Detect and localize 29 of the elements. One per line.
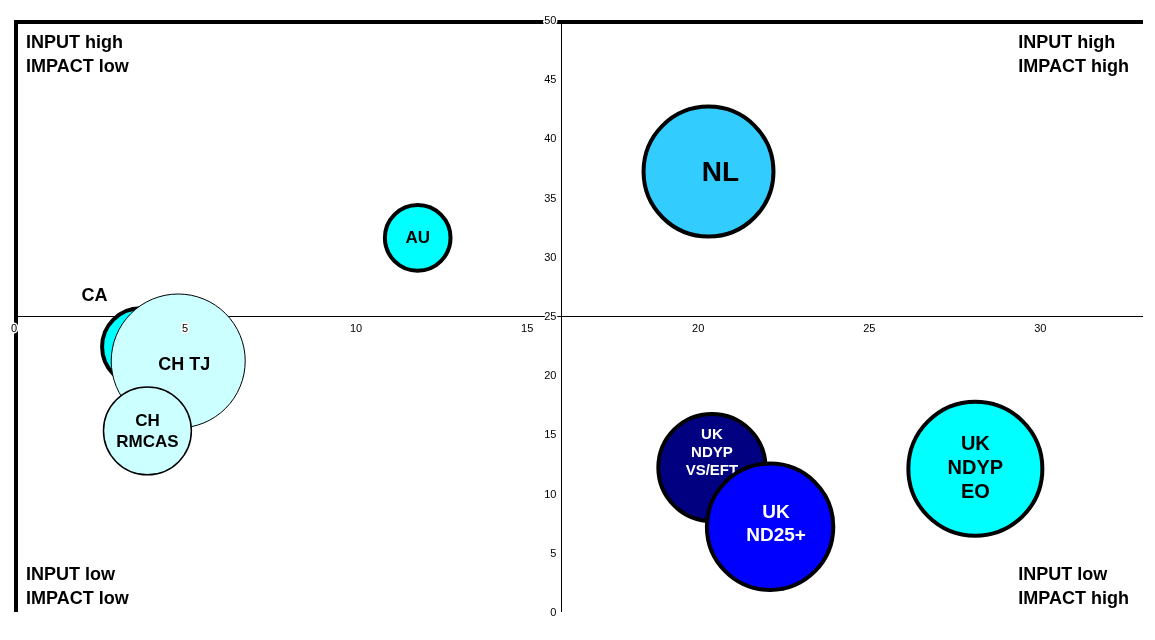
annotation: INPUT low IMPACT high: [1018, 563, 1129, 610]
series-label: NL: [701, 156, 740, 188]
y-tick-label: 45: [544, 73, 557, 86]
y-tick-label: 5: [550, 546, 557, 559]
x-tick-label: 20: [692, 322, 705, 334]
x-tick-label: 10: [350, 322, 363, 334]
x-tick-label: 25: [863, 322, 876, 334]
series-label: UK NDYP EO: [947, 431, 1004, 502]
y-tick-label: 15: [544, 428, 557, 441]
x-tick-label: 15: [521, 322, 534, 334]
y-tick-label: 10: [544, 487, 557, 500]
series-label: AU: [405, 228, 430, 248]
y-tick-label: 30: [544, 250, 557, 263]
annotation: INPUT high IMPACT high: [1018, 31, 1129, 78]
x-tick-label: 0: [10, 322, 18, 334]
annotation: INPUT low IMPACT low: [26, 563, 129, 610]
y-tick-label: 20: [544, 369, 557, 382]
annotation: INPUT high IMPACT low: [26, 31, 129, 78]
y-tick-label: 40: [544, 132, 557, 145]
y-tick-label: 50: [544, 14, 557, 26]
series-label: CA: [81, 284, 108, 305]
series-label: UK NDYP VS/EFT: [685, 425, 739, 479]
series-label: CH TJ: [158, 353, 211, 374]
x-tick-label: 30: [1034, 322, 1047, 334]
y-tick-label: 35: [544, 191, 557, 204]
y-tick-label: 0: [550, 606, 557, 618]
series-label: CH RMCAS: [116, 411, 179, 451]
series-label: UK ND25+: [746, 500, 806, 545]
x-tick-label: 5: [182, 322, 189, 334]
